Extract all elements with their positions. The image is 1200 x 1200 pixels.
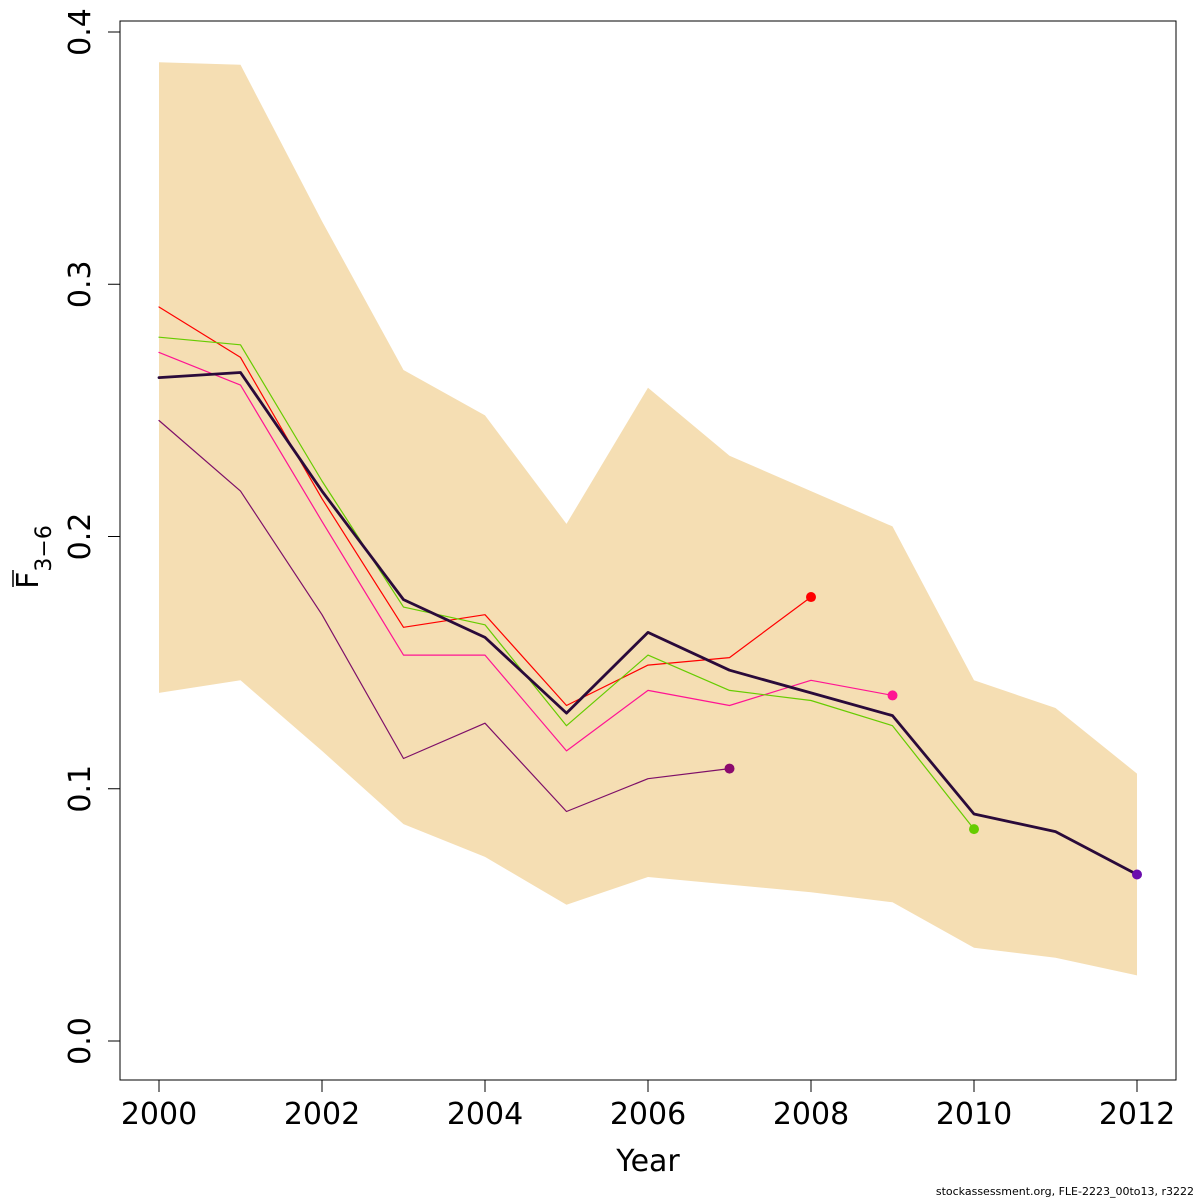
x-axis: 2000 2002 2004 2006 2008 2010 2012: [121, 1079, 1175, 1132]
series-line-4: [158, 336, 975, 830]
y-axis-title-main: F: [11, 572, 46, 589]
y-axis: 0.0 0.1 0.2 0.3 0.4: [63, 8, 121, 1065]
y-tick-label: 0.3: [63, 260, 98, 308]
end-point-4: [969, 824, 979, 835]
x-tick-label: 2002: [284, 1097, 360, 1132]
end-point-1: [724, 763, 735, 774]
x-axis-title: Year: [615, 1144, 680, 1179]
confidence-band-layer: [159, 62, 1137, 976]
series-line-1: [158, 419, 731, 813]
y-axis-title-sub: 3−6: [32, 525, 57, 571]
x-tick-label: 2012: [1099, 1097, 1175, 1132]
end-points-layer: [724, 592, 1142, 880]
x-tick-label: 2006: [610, 1097, 686, 1132]
end-point-3: [887, 690, 898, 701]
y-tick-label: 0.2: [63, 513, 98, 561]
x-tick-label: 2010: [936, 1097, 1012, 1132]
y-tick-label: 0.1: [63, 765, 98, 813]
x-tick-label: 2004: [447, 1097, 523, 1132]
confidence-band: [159, 62, 1137, 976]
end-point-2: [806, 592, 816, 603]
series-layer: [157, 306, 1139, 876]
y-axis-title: F3−6: [11, 525, 57, 589]
series-line-5: [157, 371, 1139, 876]
x-tick-label: 2008: [773, 1097, 849, 1132]
svg-text:F3−6: F3−6: [11, 525, 57, 589]
y-tick-label: 0.4: [63, 8, 98, 56]
credit-text: stockassessment.org, FLE-2223_00to13, r3…: [935, 1185, 1194, 1198]
end-point-5: [1132, 869, 1142, 880]
y-tick-label: 0.0: [63, 1017, 98, 1065]
series-line-3: [158, 351, 894, 752]
series-line-2: [158, 306, 812, 707]
x-tick-label: 2000: [121, 1097, 197, 1132]
